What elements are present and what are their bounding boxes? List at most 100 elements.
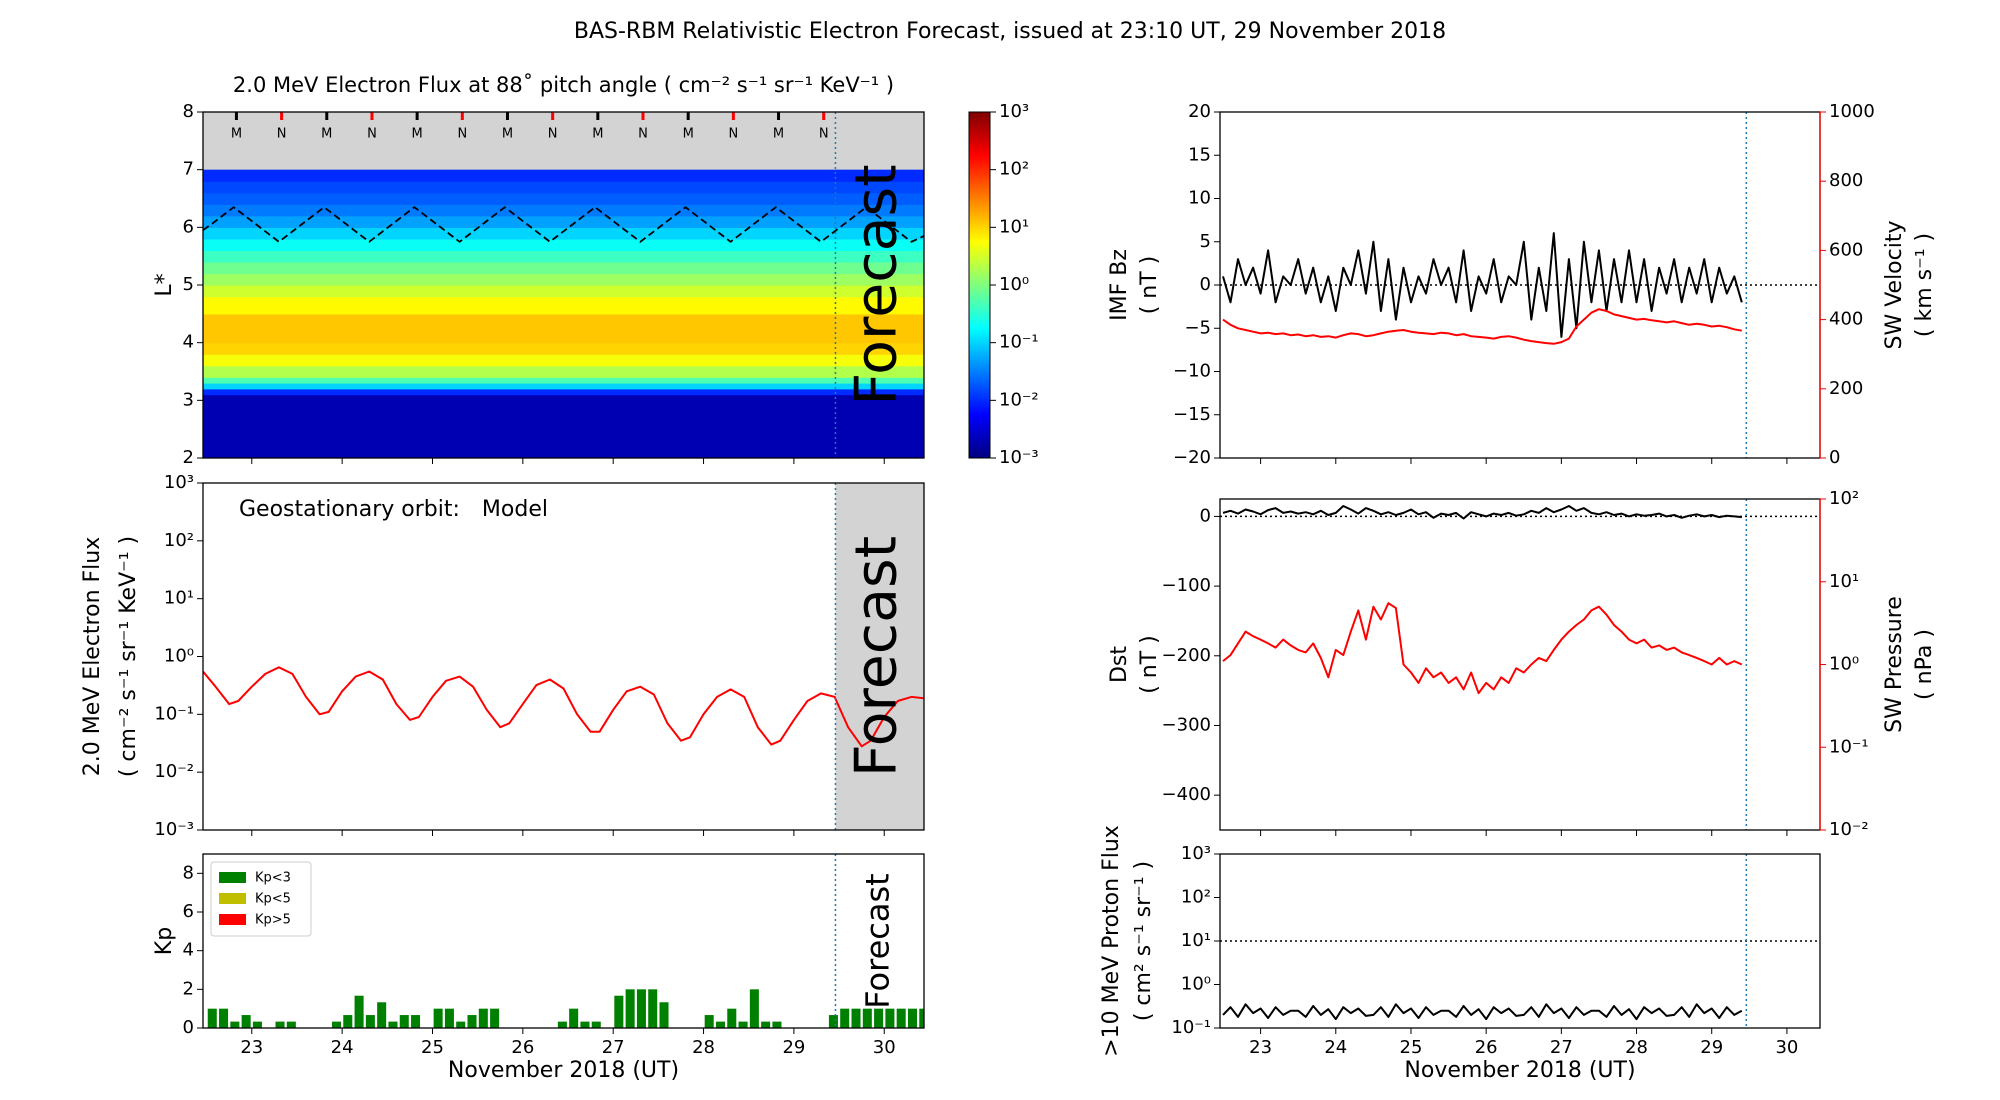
- heatmap-cell: [203, 169, 924, 182]
- kp-bar: [828, 1015, 838, 1028]
- x-tick-label: 25: [1400, 1037, 1423, 1058]
- y2-tick-label: 400: [1829, 309, 1863, 330]
- y-axis-label: Kp: [152, 927, 177, 955]
- kp-bar: [557, 1021, 567, 1028]
- y-tick-label: 10¹: [164, 588, 194, 609]
- kp-bar: [862, 1008, 872, 1028]
- y-tick-label: 10⁻¹: [1171, 1017, 1211, 1038]
- kp-bar: [478, 1008, 488, 1028]
- kp-bar: [738, 1021, 748, 1028]
- forecast-label: Forecast: [859, 873, 897, 1008]
- y-axis-label: IMF Bz: [1107, 249, 1132, 321]
- kp-bar: [444, 1008, 454, 1028]
- series-line: [1222, 232, 1743, 338]
- marker-label: M: [592, 127, 603, 142]
- legend-label: Kp>5: [255, 913, 291, 928]
- forecast-label: Forecast: [843, 536, 909, 777]
- plot-area: [1220, 854, 1820, 1028]
- colorbar-tick-label: 10⁻¹: [999, 332, 1039, 353]
- annotation: Model: [482, 497, 548, 522]
- kp-bar: [851, 1008, 861, 1028]
- kp-bar: [241, 1015, 251, 1028]
- y2-tick-label: 10⁻¹: [1829, 736, 1869, 757]
- axes-frame: [202, 853, 925, 1029]
- y-axis-label: 2.0 MeV Electron Flux: [80, 537, 105, 777]
- series-line: [1222, 1003, 1743, 1021]
- x-axis-label: November 2018 (UT): [448, 1058, 679, 1083]
- x-tick-label: 23: [1249, 1037, 1272, 1058]
- x-tick-label: 26: [1475, 1037, 1498, 1058]
- kp-bar: [625, 989, 635, 1028]
- y-tick-label: 3: [183, 389, 194, 410]
- y2-tick-label: 0: [1829, 447, 1840, 468]
- heatmap-cell: [203, 365, 924, 378]
- y2-tick-label: 1000: [1829, 101, 1875, 122]
- y-tick-label: 10³: [1181, 843, 1211, 864]
- marker-label: M: [412, 127, 423, 142]
- y-axis-label: >10 MeV Proton Flux: [1099, 825, 1124, 1057]
- kp-bar: [207, 1008, 217, 1028]
- y-axis-label: Dst: [1107, 646, 1132, 683]
- y-tick-label: −200: [1162, 645, 1211, 666]
- colorbar-tick-label: 10¹: [999, 216, 1029, 237]
- y-tick-label: −15: [1173, 404, 1211, 425]
- heatmap-cell: [203, 227, 924, 240]
- heatmap-cell: [203, 204, 924, 217]
- kp-bar: [377, 1002, 387, 1028]
- colorbar-tick-label: 10²: [999, 159, 1029, 180]
- y2-axis-label: SW Pressure: [1882, 596, 1907, 733]
- kp-bar: [365, 1015, 375, 1028]
- y-tick-label: 10⁻³: [154, 819, 194, 840]
- colorbar-tick-label: 10⁻²: [999, 389, 1039, 410]
- y-tick-label: 8: [183, 862, 194, 883]
- plot-area: Forecast: [203, 483, 924, 830]
- y-tick-label: 5: [1200, 231, 1211, 252]
- kp-bar: [749, 989, 759, 1028]
- kp-bar: [331, 1021, 342, 1028]
- series-line: [1222, 602, 1743, 695]
- kp-bar: [467, 1015, 477, 1028]
- x-tick-label: 25: [421, 1037, 444, 1058]
- y-tick-label: 4: [183, 332, 194, 353]
- plot-area: M M M M M M M N N N N N N N Forecast: [203, 112, 924, 458]
- annotation: Geostationary orbit:: [239, 497, 460, 522]
- legend-swatch: [219, 872, 246, 883]
- heatmap-cell: [203, 342, 924, 355]
- series-line: [1222, 308, 1742, 345]
- kp-bar: [907, 1008, 917, 1028]
- kp-bar: [230, 1021, 240, 1028]
- marker-label: M: [502, 127, 513, 142]
- kp-bar: [591, 1021, 601, 1028]
- y-tick-label: 10⁻¹: [154, 703, 194, 724]
- marker-label: N: [638, 127, 648, 142]
- kp-bar: [275, 1021, 285, 1028]
- x-tick-label: 28: [1625, 1037, 1648, 1058]
- y2-tick-label: 10⁻²: [1829, 819, 1869, 840]
- marker-label: N: [548, 127, 558, 142]
- y-tick-label: 4: [183, 940, 194, 961]
- y-tick-label: 6: [183, 901, 194, 922]
- y-axis-label: L*: [152, 273, 177, 296]
- kp-bar: [614, 995, 624, 1028]
- y-tick-label: 8: [183, 101, 194, 122]
- marker-label: N: [277, 127, 287, 142]
- kp-bar: [727, 1008, 737, 1028]
- heatmap-cell: [203, 273, 924, 286]
- y-tick-label: 10²: [1181, 887, 1211, 908]
- kp-bar: [580, 1021, 590, 1028]
- y-tick-label: 2: [183, 978, 194, 999]
- axes-frame: [202, 482, 925, 831]
- kp-bar: [286, 1021, 296, 1028]
- y-tick-label: 2: [183, 447, 194, 468]
- y-tick-label: 10²: [164, 530, 194, 551]
- forecast-label: Forecast: [843, 164, 909, 405]
- y2-tick-label: 10²: [1829, 488, 1859, 509]
- marker-label: N: [367, 127, 377, 142]
- marker-label: M: [321, 127, 332, 142]
- y-tick-label: −400: [1162, 784, 1211, 805]
- heatmap-cell: [203, 181, 924, 194]
- x-tick-label: 29: [782, 1037, 805, 1058]
- heatmap-cell: [203, 388, 924, 396]
- y-tick-label: 10: [1188, 188, 1211, 209]
